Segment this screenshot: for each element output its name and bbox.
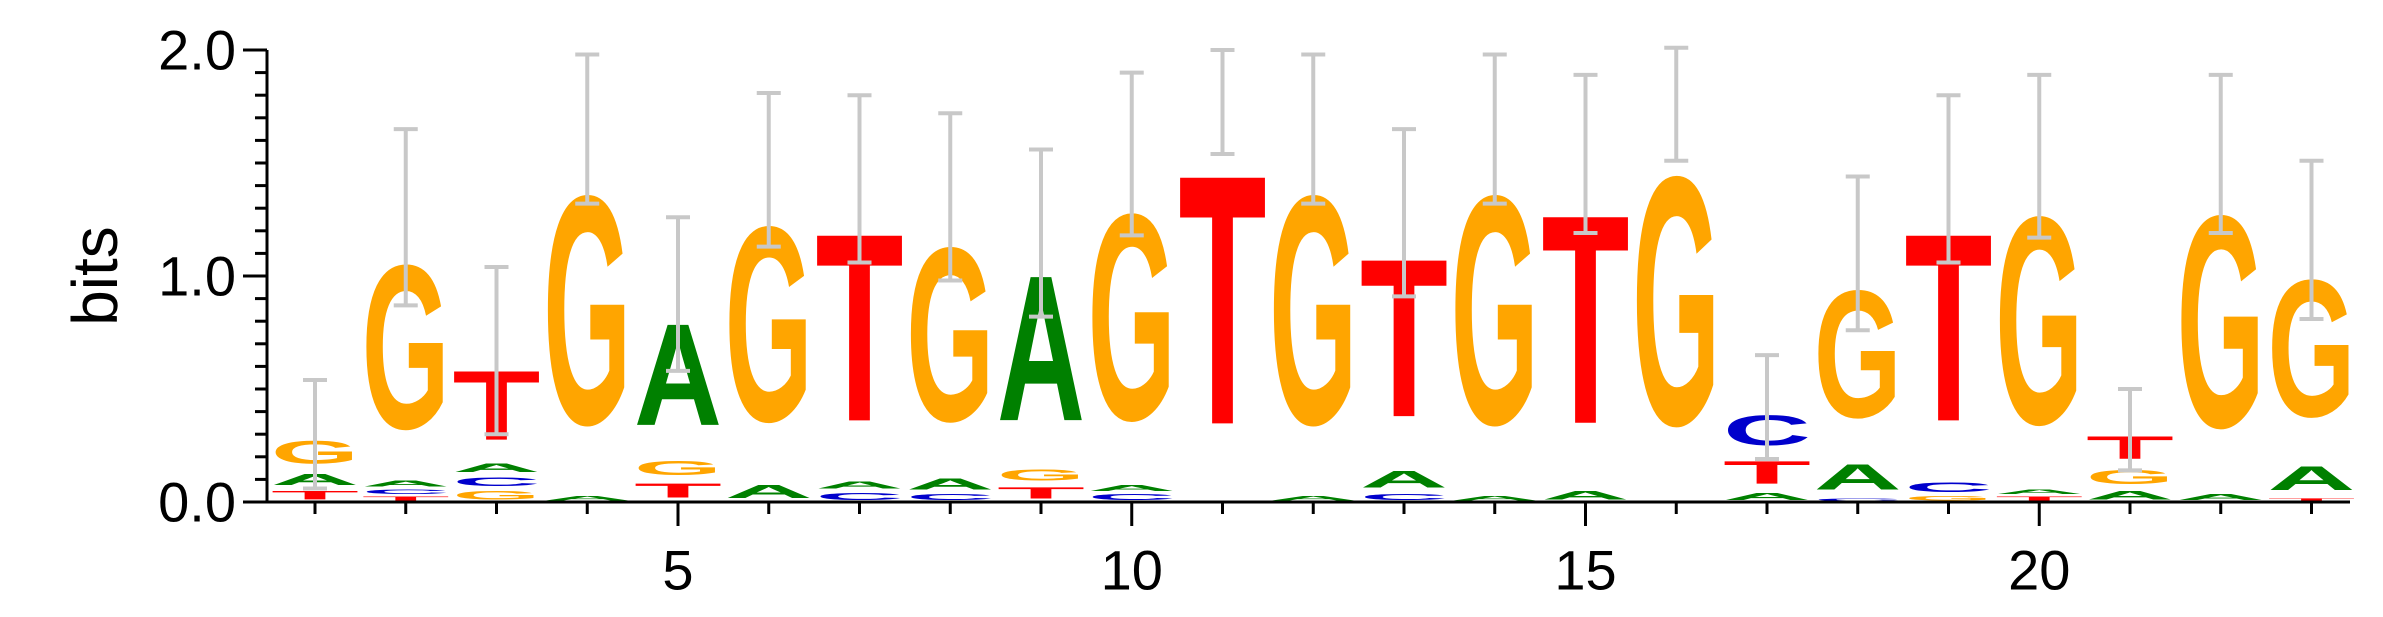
x-tick-label: 15	[1554, 539, 1616, 602]
logo-letter-c: C	[816, 491, 904, 502]
logo-letter-c: C	[1814, 498, 1902, 502]
logo-letter-a: A	[1814, 457, 1902, 497]
logo-letter-c: C	[1088, 493, 1176, 502]
logo-letter-a: A	[2268, 459, 2356, 497]
logo-letter-t: T	[997, 484, 1085, 502]
logo-letter-a: A	[453, 461, 541, 474]
logo-letter-t: T	[1995, 495, 2083, 502]
logo-letter-g: G	[1632, 102, 1720, 500]
logo-letter-c: C	[453, 475, 541, 488]
logo-letter-c: C	[906, 493, 994, 502]
logo-letter-a: A	[1269, 495, 1357, 502]
logo-letter-a: A	[2086, 489, 2174, 502]
logo-letter-g: G	[1905, 495, 1993, 502]
x-axis: 5 10 15 20	[265, 500, 2350, 602]
x-tick-label: 5	[662, 539, 693, 602]
y-axis-label: bits	[59, 226, 131, 326]
logo-letter-g: G	[634, 457, 722, 480]
logo-letter-t: T	[362, 495, 450, 502]
error-bars	[303, 45, 2324, 491]
logo-letter-g: G	[453, 488, 541, 502]
logo-letter-t: T	[634, 479, 722, 502]
logo-letter-g: G	[997, 466, 1085, 484]
logo-letter-a: A	[2177, 493, 2265, 502]
logo-letter-a: A	[1723, 491, 1811, 502]
logo-letter-a: A	[1088, 484, 1176, 493]
logo-letter-a: A	[1995, 488, 2083, 495]
logo-letter-a: A	[906, 475, 994, 493]
y-axis: 0.0 1.0 2.0	[158, 19, 269, 534]
logo-letter-c: C	[1905, 479, 1993, 495]
y-tick-label: 0.0	[158, 471, 236, 534]
logo-letter-t: T	[2268, 497, 2356, 502]
logo-letter-t: T	[1179, 99, 1267, 499]
x-tick-label: 10	[1101, 539, 1163, 602]
logo-letter-a: A	[1360, 466, 1448, 493]
x-tick-label: 20	[2008, 539, 2070, 602]
logo-letter-a: A	[362, 479, 450, 488]
y-tick-label: 2.0	[158, 19, 236, 82]
logo-letter-a: A	[1451, 495, 1539, 502]
logo-letter-c: C	[362, 488, 450, 495]
y-tick-label: 1.0	[158, 245, 236, 308]
logo-letter-c: C	[1360, 493, 1448, 502]
logo-letter-a: A	[725, 482, 813, 502]
logo-letter-a: A	[543, 495, 631, 502]
logo-letter-g: G	[2086, 466, 2174, 489]
logo-letter-a: A	[1542, 489, 1630, 502]
logo-letter-a: A	[816, 479, 904, 490]
logo-letter-t: T	[271, 488, 359, 502]
